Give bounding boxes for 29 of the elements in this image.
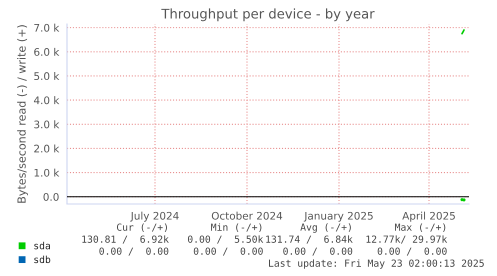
y-axis-title: Bytes/second read (-) / write (+)	[17, 25, 28, 203]
x-tick-label: July 2024	[130, 212, 179, 222]
text: Cur (-/+)	[116, 223, 167, 232]
text: Min (-/+)	[211, 223, 262, 232]
y-tick-label: 0.0	[43, 192, 59, 201]
y-tick-label: 3.0 k	[34, 120, 60, 128]
text: 0.00 / 0.00	[283, 247, 352, 256]
y-tick-label: 6.0 k	[34, 48, 60, 56]
text: 12.77k/ 29.97k	[366, 235, 448, 244]
text: Last update: Fri May 23 02:00:13 2025	[269, 259, 484, 269]
x-tick-label: October 2024	[212, 212, 282, 220]
chart-title: Throughput per device - by year	[161, 8, 375, 22]
text: 0.00 / 5.50k	[188, 235, 264, 244]
text: 0.00 / 0.00	[378, 247, 447, 256]
y-tick-label: 2.0 k	[34, 144, 60, 153]
y-tick-label: 7.0 k	[34, 24, 60, 32]
y-tick-label: 4.0 k	[34, 96, 60, 104]
x-tick-label: January 2025	[304, 212, 373, 222]
text: 131.74 / 6.84k	[266, 235, 353, 244]
y-tick-label: 1.0 k	[34, 168, 60, 177]
legend-label: sda	[34, 242, 50, 250]
legend-label: sdb	[34, 256, 50, 264]
text: Avg (-/+)	[300, 223, 351, 233]
text: Max (-/+)	[395, 223, 446, 232]
y-tick-label: 5.0 k	[34, 72, 60, 80]
x-tick-label: April 2025	[402, 212, 455, 222]
text: 0.00 / 0.00	[99, 247, 168, 256]
text: 0.00 / 0.00	[194, 247, 263, 256]
text: 130.81 / 6.92k	[82, 235, 169, 244]
